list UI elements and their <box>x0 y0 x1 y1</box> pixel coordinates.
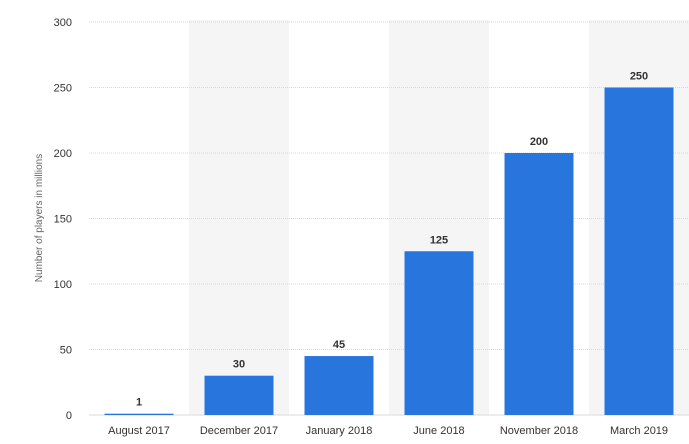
y-tick-label-150: 150 <box>54 214 72 226</box>
x-tick-label-3: June 2018 <box>413 425 464 437</box>
x-tick-label-5: March 2019 <box>610 425 668 437</box>
data-label-5: 250 <box>630 71 648 83</box>
bar-0 <box>104 413 174 415</box>
y-tick-label-250: 250 <box>54 83 72 95</box>
y-tick-label-50: 50 <box>60 345 72 357</box>
x-tick-label-1: December 2017 <box>200 425 278 437</box>
bar-3 <box>404 251 474 415</box>
data-label-2: 45 <box>333 339 345 351</box>
y-tick-label-100: 100 <box>54 279 72 291</box>
bar-2 <box>304 356 374 415</box>
data-label-1: 30 <box>233 359 245 371</box>
data-labels: 1 30 45 125 200 250 <box>136 71 648 409</box>
y-tick-label-0: 0 <box>66 410 72 422</box>
data-label-0: 1 <box>136 397 142 409</box>
data-label-4: 200 <box>530 136 548 148</box>
x-axis-ticks: August 2017 December 2017 January 2018 June… <box>108 425 668 437</box>
x-tick-label-0: August 2017 <box>108 425 170 437</box>
bar-4 <box>504 153 574 415</box>
y-tick-label-200: 200 <box>54 148 72 160</box>
y-tick-label-300: 300 <box>54 17 72 29</box>
bar-1 <box>204 375 274 415</box>
y-axis-ticks: 0 50 100 150 200 250 300 <box>54 17 72 422</box>
bars <box>104 87 674 415</box>
x-tick-label-2: January 2018 <box>306 425 373 437</box>
bar-5 <box>604 87 674 415</box>
data-label-3: 125 <box>430 234 448 246</box>
gridlines <box>89 21 689 416</box>
y-axis-title: Number of players in millions <box>34 154 45 282</box>
x-tick-label-4: November 2018 <box>500 425 578 437</box>
band-1 <box>189 20 289 415</box>
